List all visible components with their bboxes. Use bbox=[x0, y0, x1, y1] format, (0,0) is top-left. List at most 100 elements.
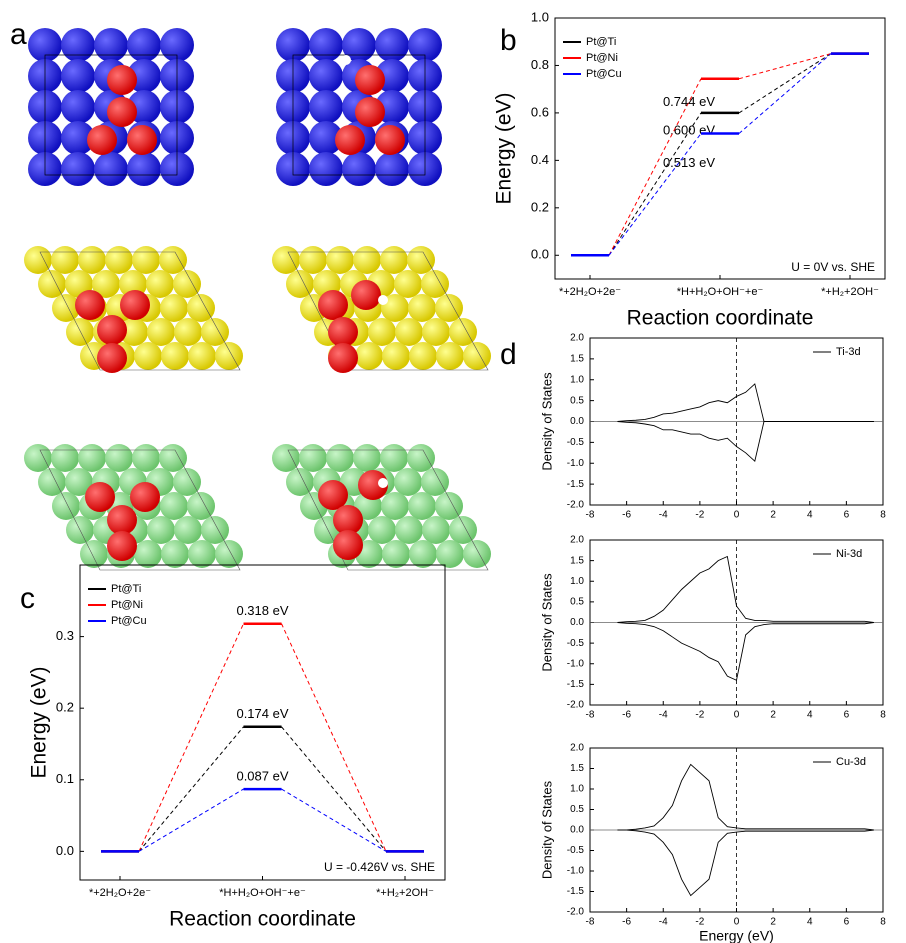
atom bbox=[309, 59, 343, 93]
y-tick-label: 1.5 bbox=[570, 555, 584, 566]
atom bbox=[408, 492, 436, 520]
x-tick-label: 0 bbox=[734, 710, 740, 721]
atom bbox=[382, 540, 410, 568]
x-tick-label: -2 bbox=[695, 917, 704, 928]
atom bbox=[353, 246, 381, 274]
x-tick-label: -6 bbox=[622, 917, 631, 928]
connector bbox=[139, 624, 244, 852]
x-tick-label: 4 bbox=[807, 510, 813, 521]
y-tick-label: -2.0 bbox=[567, 907, 585, 918]
atom bbox=[160, 294, 188, 322]
atom bbox=[51, 444, 79, 472]
y-tick-label: 0.2 bbox=[56, 700, 74, 715]
atom bbox=[147, 516, 175, 544]
y-tick-label: 1.0 bbox=[570, 576, 584, 587]
atom bbox=[24, 246, 52, 274]
panel-label: d bbox=[500, 338, 517, 371]
x-tick-label: *+H₂+2OH⁻ bbox=[821, 286, 879, 298]
atom bbox=[286, 270, 314, 298]
y-tick-label: 1.0 bbox=[531, 9, 549, 24]
atom bbox=[368, 516, 396, 544]
y-tick-label: 0.5 bbox=[570, 597, 584, 608]
atom bbox=[78, 444, 106, 472]
y-tick-label: -0.5 bbox=[567, 638, 585, 649]
x-tick-label: -8 bbox=[586, 510, 595, 521]
y-axis-label: Energy (eV) bbox=[28, 666, 51, 778]
value-label: 0.513 eV bbox=[663, 155, 715, 170]
x-tick-label: 8 bbox=[880, 510, 886, 521]
figure: a b0.00.20.40.60.81.0Energy (eV)Reaction… bbox=[0, 0, 906, 943]
x-axis-label: Reaction coordinate bbox=[627, 307, 814, 330]
atom bbox=[355, 65, 385, 95]
atom bbox=[272, 246, 300, 274]
x-tick-label: -4 bbox=[659, 510, 668, 521]
x-tick-label: 4 bbox=[807, 710, 813, 721]
x-tick-label: 0 bbox=[734, 510, 740, 521]
atom bbox=[435, 294, 463, 322]
atom bbox=[382, 342, 410, 370]
y-tick-label: -1.5 bbox=[567, 479, 585, 490]
x-tick-label: *H+H₂O+OH⁻+e⁻ bbox=[677, 286, 764, 298]
value-label: 0.600 eV bbox=[663, 122, 715, 137]
atom bbox=[61, 90, 95, 124]
atom bbox=[449, 516, 477, 544]
atom bbox=[107, 65, 137, 95]
x-tick-label: -2 bbox=[695, 710, 704, 721]
atom bbox=[355, 97, 385, 127]
atom bbox=[161, 342, 189, 370]
atom bbox=[61, 152, 95, 186]
y-tick-label: 0.4 bbox=[531, 152, 549, 167]
y-tick-label: -1.0 bbox=[567, 658, 585, 669]
dos-line bbox=[617, 764, 873, 830]
annotation: U = 0V vs. SHE bbox=[791, 260, 875, 274]
atom bbox=[381, 492, 409, 520]
atom bbox=[326, 444, 354, 472]
atom bbox=[107, 505, 137, 535]
legend-label: Ti-3d bbox=[836, 346, 861, 358]
atom bbox=[159, 444, 187, 472]
atom bbox=[318, 290, 348, 320]
y-tick-label: 0.0 bbox=[570, 416, 584, 427]
connector bbox=[282, 624, 387, 852]
x-tick-label: -4 bbox=[659, 710, 668, 721]
atom bbox=[85, 482, 115, 512]
atom bbox=[159, 246, 187, 274]
y-tick-label: -1.5 bbox=[567, 679, 585, 690]
atom bbox=[127, 28, 161, 62]
atom bbox=[272, 444, 300, 472]
atom bbox=[132, 444, 160, 472]
atom bbox=[105, 246, 133, 274]
atom bbox=[130, 482, 160, 512]
atom bbox=[52, 492, 80, 520]
panel-label: c bbox=[20, 582, 35, 615]
atom bbox=[61, 59, 95, 93]
x-tick-label: -6 bbox=[622, 510, 631, 521]
connector bbox=[609, 134, 701, 256]
atom bbox=[407, 246, 435, 274]
legend-label: Pt@Ti bbox=[111, 583, 141, 595]
atom bbox=[335, 125, 365, 155]
y-tick-label: 2.0 bbox=[570, 333, 584, 344]
atom bbox=[351, 280, 381, 310]
y-tick-label: 1.0 bbox=[570, 784, 584, 795]
y-tick-label: 0.0 bbox=[570, 617, 584, 628]
y-tick-label: 1.5 bbox=[570, 763, 584, 774]
atom bbox=[436, 540, 464, 568]
atom bbox=[161, 540, 189, 568]
y-tick-label: -0.5 bbox=[567, 845, 585, 856]
value-label: 0.318 eV bbox=[236, 603, 288, 618]
atom bbox=[309, 152, 343, 186]
atom bbox=[38, 468, 66, 496]
legend-label: Pt@Ni bbox=[586, 52, 618, 64]
atom bbox=[120, 290, 150, 320]
atom bbox=[215, 540, 243, 568]
atom bbox=[355, 342, 383, 370]
connector bbox=[739, 54, 831, 79]
atom bbox=[394, 270, 422, 298]
atom bbox=[422, 318, 450, 346]
atom bbox=[368, 318, 396, 346]
atom bbox=[146, 270, 174, 298]
atom bbox=[408, 294, 436, 322]
y-tick-label: 2.0 bbox=[570, 535, 584, 546]
atom bbox=[375, 125, 405, 155]
